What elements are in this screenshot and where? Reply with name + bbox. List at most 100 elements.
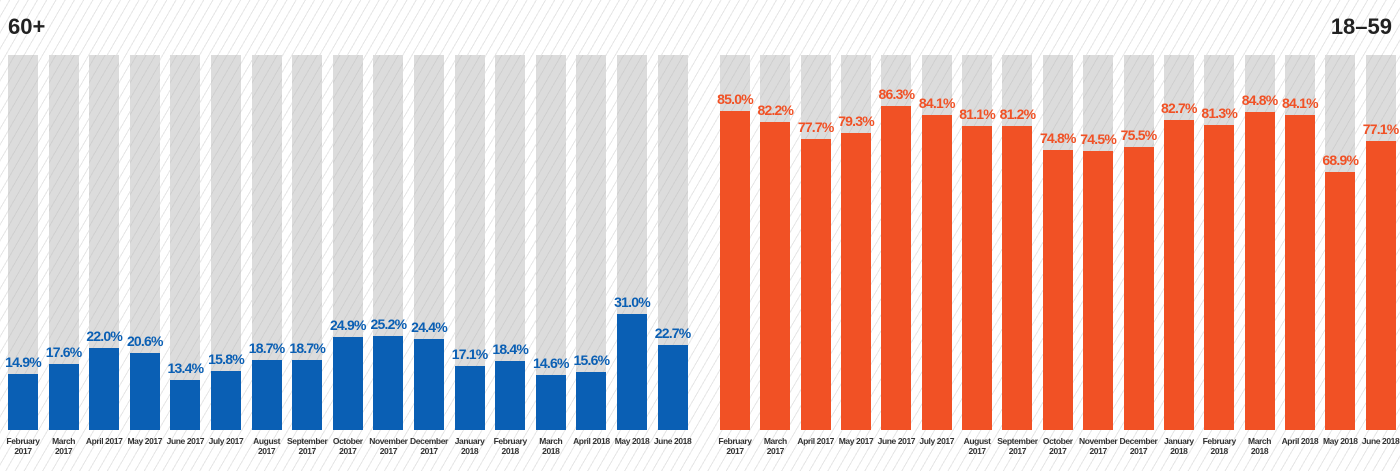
- value-label: 15.8%: [208, 350, 245, 367]
- x-tick-label: December 2017: [1119, 436, 1158, 456]
- value-label: 24.4%: [411, 318, 448, 335]
- value-label: 15.6%: [573, 351, 611, 368]
- x-tick-label: December 2017: [410, 436, 448, 456]
- x-tick-label: June 2018: [653, 436, 692, 446]
- bar: [1163, 119, 1194, 430]
- value-label: 75.5%: [1120, 126, 1158, 143]
- bar-background: [170, 55, 201, 430]
- x-tick-label: August 2017: [253, 436, 281, 456]
- value-label: 22.7%: [654, 324, 692, 341]
- bar: [1244, 112, 1275, 430]
- bar: [881, 106, 912, 430]
- value-label: 31.0%: [614, 293, 651, 310]
- bar-background: [576, 55, 607, 430]
- x-tick-label: March 2018: [1248, 436, 1272, 456]
- x-tick-label: January 2018: [1163, 436, 1194, 456]
- bar: [617, 313, 647, 430]
- bar: [1002, 125, 1033, 430]
- x-tick-label: May 2017: [127, 436, 163, 446]
- bar: [89, 347, 120, 430]
- bar: [1042, 149, 1073, 430]
- bar: [1083, 150, 1114, 430]
- bar: [8, 374, 38, 430]
- value-label: 77.7%: [797, 118, 835, 135]
- bar-background: [211, 55, 241, 430]
- bar: [535, 375, 566, 430]
- value-label: 81.1%: [959, 105, 996, 122]
- value-label: 81.3%: [1201, 105, 1238, 122]
- x-tick-label: October 2017: [1042, 436, 1073, 456]
- bar: [760, 121, 791, 430]
- bar: [251, 359, 282, 430]
- bar: [800, 138, 831, 430]
- x-tick-label: March 2017: [763, 436, 787, 456]
- bar: [720, 111, 750, 430]
- x-tick-label: November 2017: [369, 436, 408, 456]
- bar: [454, 365, 485, 430]
- bar-background: [535, 55, 566, 430]
- bar: [292, 359, 323, 430]
- x-tick-label: July 2017: [208, 436, 244, 446]
- value-label: 17.1%: [451, 345, 489, 362]
- bar: [1365, 140, 1396, 430]
- value-label: 84.8%: [1241, 92, 1279, 108]
- value-label: 82.7%: [1160, 99, 1198, 116]
- x-tick-label: March 2017: [52, 436, 76, 456]
- x-tick-label: July 2017: [919, 436, 955, 446]
- x-tick-label: April 2018: [573, 436, 610, 446]
- bar-background: [8, 55, 38, 430]
- bar: [1204, 125, 1235, 430]
- value-label: 13.4%: [167, 359, 205, 376]
- value-label: 84.1%: [918, 94, 956, 111]
- value-label: 84.1%: [1282, 94, 1319, 111]
- bar: [1284, 114, 1315, 430]
- x-tick-label: April 2017: [797, 436, 834, 446]
- value-label: 79.3%: [838, 112, 875, 129]
- x-tick-label: February 2018: [493, 436, 528, 456]
- bar: [414, 338, 444, 430]
- value-label: 18.7%: [248, 339, 286, 356]
- value-label: 24.9%: [329, 316, 367, 333]
- value-label: 86.3%: [878, 86, 916, 103]
- bar: [921, 114, 952, 430]
- x-tick-label: February 2017: [6, 436, 40, 456]
- value-label: 14.9%: [5, 354, 42, 371]
- x-tick-label: September 2017: [997, 436, 1038, 456]
- bar: [1325, 171, 1356, 430]
- bar: [1123, 146, 1154, 430]
- bar: [495, 361, 526, 430]
- value-label: 74.5%: [1080, 130, 1117, 147]
- bar: [841, 132, 872, 430]
- x-tick-label: May 2018: [614, 436, 650, 446]
- value-label: 81.2%: [999, 105, 1037, 122]
- x-tick-label: April 2018: [1281, 436, 1319, 446]
- bar: [48, 364, 79, 430]
- value-label: 25.2%: [370, 315, 408, 332]
- bar: [170, 379, 201, 430]
- value-label: 85.0%: [717, 91, 754, 108]
- value-label: 22.0%: [86, 327, 123, 344]
- value-label: 82.2%: [757, 101, 794, 118]
- bar: [129, 352, 160, 430]
- chart-title: 18–59: [1330, 14, 1392, 39]
- x-tick-label: March 2018: [539, 436, 563, 456]
- bar: [657, 344, 688, 430]
- value-label: 18.7%: [289, 339, 326, 356]
- bar: [576, 371, 607, 430]
- x-tick-label: February 2018: [1202, 436, 1237, 456]
- bar: [211, 370, 241, 430]
- value-label: 68.9%: [1322, 151, 1359, 168]
- value-label: 20.6%: [126, 332, 164, 349]
- x-tick-label: September 2017: [287, 436, 328, 456]
- bar: [332, 336, 363, 430]
- x-tick-label: May 2017: [838, 436, 874, 446]
- x-tick-label: November 2017: [1078, 436, 1118, 456]
- x-tick-label: January 2018: [454, 436, 485, 456]
- x-tick-label: June 2018: [1361, 436, 1400, 446]
- x-tick-label: June 2017: [877, 436, 916, 446]
- bar: [962, 125, 993, 430]
- x-tick-label: August 2017: [963, 436, 991, 456]
- x-tick-label: June 2017: [166, 436, 205, 446]
- x-tick-label: February 2017: [718, 436, 752, 456]
